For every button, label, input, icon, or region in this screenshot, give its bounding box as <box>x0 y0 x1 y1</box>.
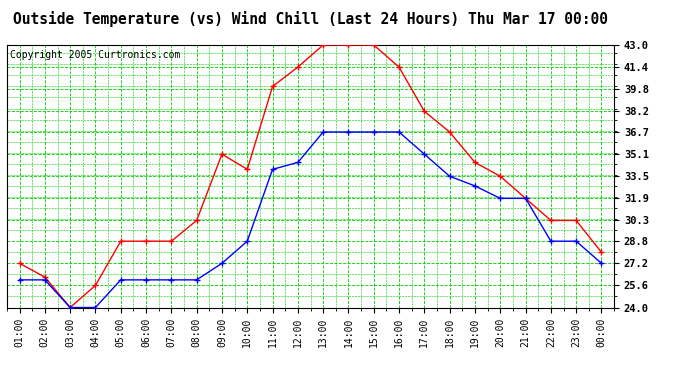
Text: Copyright 2005 Curtronics.com: Copyright 2005 Curtronics.com <box>10 50 180 60</box>
Text: Outside Temperature (vs) Wind Chill (Last 24 Hours) Thu Mar 17 00:00: Outside Temperature (vs) Wind Chill (Las… <box>13 11 608 27</box>
